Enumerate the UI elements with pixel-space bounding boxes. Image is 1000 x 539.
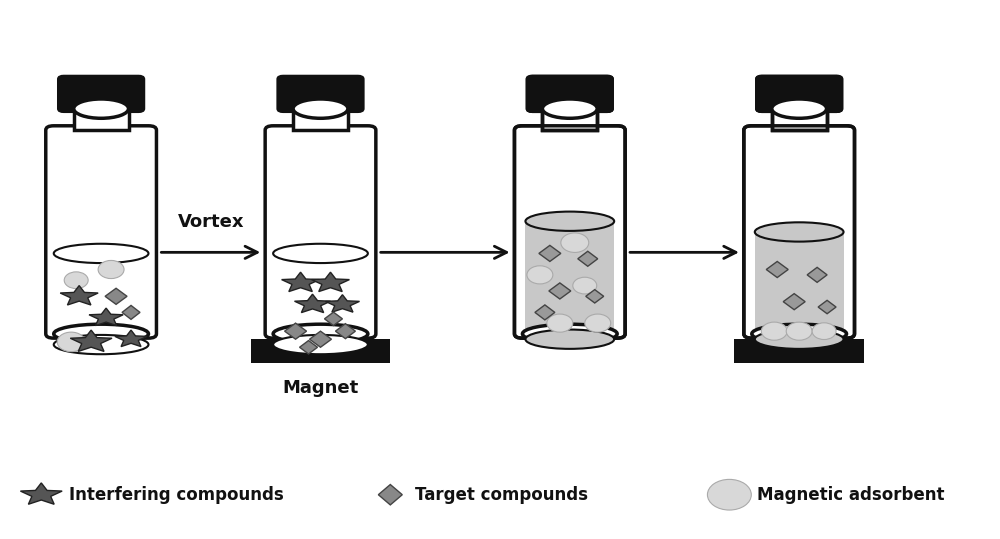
Bar — [755, 232, 844, 339]
Bar — [525, 221, 614, 339]
Polygon shape — [105, 288, 127, 305]
Ellipse shape — [525, 329, 614, 349]
Bar — [74, 109, 129, 130]
Bar — [542, 109, 597, 130]
Ellipse shape — [74, 99, 129, 118]
Polygon shape — [586, 289, 604, 303]
Ellipse shape — [573, 277, 597, 294]
Polygon shape — [324, 312, 342, 326]
Bar — [542, 109, 597, 130]
Ellipse shape — [755, 329, 844, 349]
Polygon shape — [312, 272, 349, 292]
FancyBboxPatch shape — [757, 77, 842, 112]
Polygon shape — [60, 286, 98, 305]
Ellipse shape — [525, 212, 614, 231]
Ellipse shape — [786, 322, 812, 340]
Text: Target compounds: Target compounds — [415, 486, 588, 504]
Ellipse shape — [527, 266, 553, 284]
Polygon shape — [300, 341, 318, 354]
Ellipse shape — [54, 324, 148, 343]
FancyBboxPatch shape — [744, 126, 855, 338]
FancyBboxPatch shape — [527, 77, 612, 112]
Ellipse shape — [54, 244, 148, 263]
Text: Magnetic adsorbent: Magnetic adsorbent — [757, 486, 945, 504]
Ellipse shape — [98, 260, 124, 279]
Polygon shape — [285, 323, 307, 339]
Bar — [251, 339, 390, 363]
Ellipse shape — [57, 332, 85, 351]
Polygon shape — [295, 294, 331, 313]
Bar — [293, 109, 348, 130]
Polygon shape — [549, 283, 571, 299]
Ellipse shape — [547, 314, 573, 332]
Polygon shape — [122, 306, 140, 320]
Polygon shape — [783, 294, 805, 310]
Ellipse shape — [64, 272, 88, 288]
Ellipse shape — [273, 335, 368, 354]
Ellipse shape — [761, 322, 787, 340]
Polygon shape — [325, 295, 360, 312]
Ellipse shape — [752, 324, 847, 343]
Text: Magnet: Magnet — [282, 379, 359, 397]
Ellipse shape — [812, 323, 836, 340]
Ellipse shape — [293, 99, 348, 118]
Ellipse shape — [542, 99, 597, 118]
FancyBboxPatch shape — [278, 77, 363, 112]
Polygon shape — [578, 251, 598, 266]
Polygon shape — [539, 245, 561, 261]
Polygon shape — [807, 267, 827, 282]
Bar — [734, 339, 864, 363]
Polygon shape — [766, 261, 788, 278]
Bar — [772, 109, 827, 130]
Ellipse shape — [585, 314, 611, 332]
Ellipse shape — [273, 324, 368, 343]
Ellipse shape — [707, 479, 751, 510]
Bar — [772, 109, 827, 130]
FancyBboxPatch shape — [265, 126, 376, 338]
Polygon shape — [310, 331, 331, 347]
Ellipse shape — [54, 335, 148, 354]
Ellipse shape — [522, 324, 617, 343]
FancyBboxPatch shape — [59, 77, 143, 112]
Polygon shape — [20, 483, 62, 505]
Ellipse shape — [755, 222, 844, 241]
FancyBboxPatch shape — [527, 77, 612, 112]
Ellipse shape — [561, 233, 589, 252]
Polygon shape — [282, 272, 320, 292]
Text: Vortex: Vortex — [178, 213, 244, 231]
Text: Interfering compounds: Interfering compounds — [69, 486, 284, 504]
Ellipse shape — [273, 244, 368, 263]
FancyBboxPatch shape — [757, 77, 842, 112]
Polygon shape — [335, 323, 355, 338]
FancyBboxPatch shape — [514, 126, 625, 338]
Polygon shape — [378, 485, 402, 505]
Polygon shape — [89, 308, 123, 326]
Polygon shape — [70, 330, 112, 351]
Ellipse shape — [772, 99, 827, 118]
FancyBboxPatch shape — [46, 126, 156, 338]
Polygon shape — [535, 305, 555, 320]
Polygon shape — [818, 300, 836, 314]
Polygon shape — [115, 330, 147, 347]
